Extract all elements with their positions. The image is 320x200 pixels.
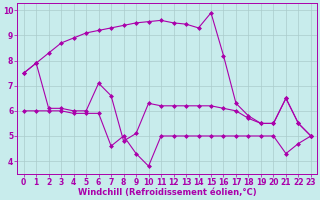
X-axis label: Windchill (Refroidissement éolien,°C): Windchill (Refroidissement éolien,°C) — [78, 188, 257, 197]
